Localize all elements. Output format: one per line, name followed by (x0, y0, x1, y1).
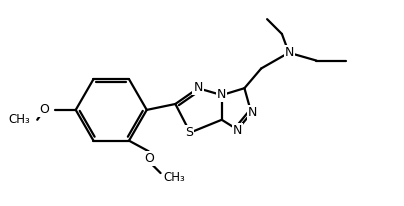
Text: O: O (39, 103, 49, 116)
Text: N: N (194, 81, 203, 94)
Text: N: N (248, 106, 257, 119)
Text: S: S (185, 126, 193, 139)
Text: N: N (233, 124, 242, 137)
Text: N: N (285, 46, 295, 59)
Text: N: N (217, 88, 226, 101)
Text: CH₃: CH₃ (8, 113, 30, 126)
Text: O: O (144, 152, 154, 165)
Text: CH₃: CH₃ (164, 171, 185, 185)
